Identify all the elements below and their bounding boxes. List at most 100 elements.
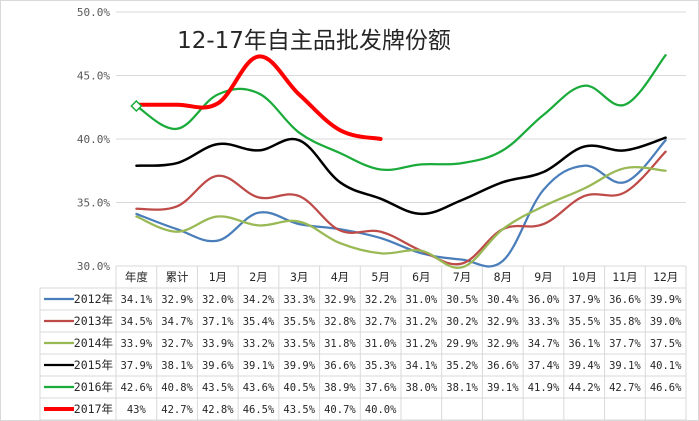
y-tick-label: 40.0% xyxy=(77,133,110,146)
legend-label: 2013年 xyxy=(74,314,113,328)
data-table: 年度 累计 1月 2月 3月 4月 5月 6月 7月 8月 9月 10月 11月 12月 2012年 34.1… xyxy=(39,265,687,421)
table-cell: 33.9% xyxy=(121,338,153,350)
table-cell: 38.9% xyxy=(324,382,356,394)
table-cell: 41.9% xyxy=(528,382,560,394)
table-cell: 33.5% xyxy=(283,338,315,350)
table-cell: 42.7% xyxy=(609,382,641,394)
table-cell: 35.5% xyxy=(568,316,600,328)
table-cell: 43.5% xyxy=(283,404,315,416)
table-cell: 39.1% xyxy=(609,360,641,372)
table-cell: 39.4% xyxy=(568,360,600,372)
table-cell: 40.8% xyxy=(161,382,193,394)
table-cell: 37.6% xyxy=(365,382,397,394)
table-cell: 36.6% xyxy=(609,294,641,306)
x-tick-label: 2月 xyxy=(249,270,267,284)
x-tick-label: 4月 xyxy=(331,270,349,284)
legend-label: 2016年 xyxy=(74,380,113,394)
table-cell: 38.1% xyxy=(161,360,193,372)
table-cell: 33.3% xyxy=(283,294,315,306)
table-cell: 40.0% xyxy=(365,404,397,416)
table-cell: 32.9% xyxy=(324,294,356,306)
table-cell: 43.5% xyxy=(202,382,234,394)
table-cell: 32.7% xyxy=(161,338,193,350)
table-cell: 37.4% xyxy=(528,360,560,372)
x-tick-label: 12月 xyxy=(653,270,678,284)
table-cell: 39.0% xyxy=(650,316,682,328)
table-cell: 35.8% xyxy=(609,316,641,328)
table-cell: 43% xyxy=(127,404,147,416)
table-cell: 32.0% xyxy=(202,294,234,306)
table-cell: 35.3% xyxy=(365,360,397,372)
table-cell: 32.9% xyxy=(487,338,519,350)
x-tick-label: 8月 xyxy=(494,270,512,284)
table-cell: 44.2% xyxy=(568,382,600,394)
table-cell: 40.5% xyxy=(283,382,315,394)
table-cell: 37.7% xyxy=(609,338,641,350)
table-cell: 36.1% xyxy=(568,338,600,350)
table-cell: 37.5% xyxy=(650,338,682,350)
x-tick-label: 11月 xyxy=(612,270,637,284)
series-line-2017 xyxy=(134,54,383,141)
table-cell: 40.7% xyxy=(324,404,356,416)
series-line-2012 xyxy=(135,139,667,268)
table-cell: 33.2% xyxy=(243,338,275,350)
table-cell: 34.7% xyxy=(528,338,560,350)
table-cell: 42.6% xyxy=(121,382,153,394)
table-cell: 35.4% xyxy=(243,316,275,328)
table-cell: 39.9% xyxy=(650,294,682,306)
x-tick-label: 5月 xyxy=(371,270,389,284)
table-cell: 29.9% xyxy=(446,338,478,350)
table-cell: 31.0% xyxy=(406,294,438,306)
table-cell: 37.9% xyxy=(568,294,600,306)
series-line-2013 xyxy=(135,150,667,266)
table-cell: 37.9% xyxy=(121,360,153,372)
table-cell: 32.7% xyxy=(365,316,397,328)
table-cell: 38.0% xyxy=(406,382,438,394)
table-cell: 37.1% xyxy=(202,316,234,328)
legend-label: 2015年 xyxy=(74,358,113,372)
data-point-marker xyxy=(130,99,143,113)
table-cell: 43.6% xyxy=(243,382,275,394)
table-cell: 39.9% xyxy=(283,360,315,372)
legend-label: 2014年 xyxy=(74,336,113,350)
table-cell: 34.2% xyxy=(243,294,275,306)
legend-label: 2012年 xyxy=(74,292,113,306)
table-cell: 30.4% xyxy=(487,294,519,306)
y-tick-label: 50.0% xyxy=(77,6,110,19)
series-line-2016 xyxy=(135,54,667,172)
table-cell: 32.9% xyxy=(161,294,193,306)
table-cell: 33.3% xyxy=(528,316,560,328)
table-cell: 34.7% xyxy=(161,316,193,328)
plot-area xyxy=(130,54,667,269)
table-cell: 36.6% xyxy=(324,360,356,372)
table-cell: 39.6% xyxy=(202,360,234,372)
y-tick-label: 30.0% xyxy=(77,260,110,273)
table-cell: 42.7% xyxy=(161,404,193,416)
chart-title: 12-17年自主品批发牌份额 xyxy=(177,28,451,54)
x-tick-label: 3月 xyxy=(290,270,308,284)
table-cell: 35.2% xyxy=(446,360,478,372)
legend-label: 2017年 xyxy=(74,402,113,416)
table-cell: 38.1% xyxy=(446,382,478,394)
x-tick-label: 1月 xyxy=(209,270,227,284)
table-cell: 46.6% xyxy=(650,382,682,394)
x-tick-label: 累计 xyxy=(166,270,189,284)
table-cell: 30.2% xyxy=(446,316,478,328)
table-cell: 35.5% xyxy=(283,316,315,328)
table-cell: 34.1% xyxy=(406,360,438,372)
table-cell: 40.1% xyxy=(650,360,682,372)
table-cell: 33.9% xyxy=(202,338,234,350)
table-cell: 46.5% xyxy=(243,404,275,416)
x-tick-label: 10月 xyxy=(572,270,597,284)
table-cell: 31.8% xyxy=(324,338,356,350)
series-line-2014 xyxy=(135,166,667,269)
table-cell: 34.1% xyxy=(121,294,153,306)
series-line-2015 xyxy=(135,136,667,216)
y-tick-label: 45.0% xyxy=(77,70,110,83)
table-cell: 39.1% xyxy=(487,382,519,394)
table-cell: 36.6% xyxy=(487,360,519,372)
table-cell: 32.8% xyxy=(324,316,356,328)
table-cell: 31.2% xyxy=(406,316,438,328)
table-cell: 34.5% xyxy=(121,316,153,328)
